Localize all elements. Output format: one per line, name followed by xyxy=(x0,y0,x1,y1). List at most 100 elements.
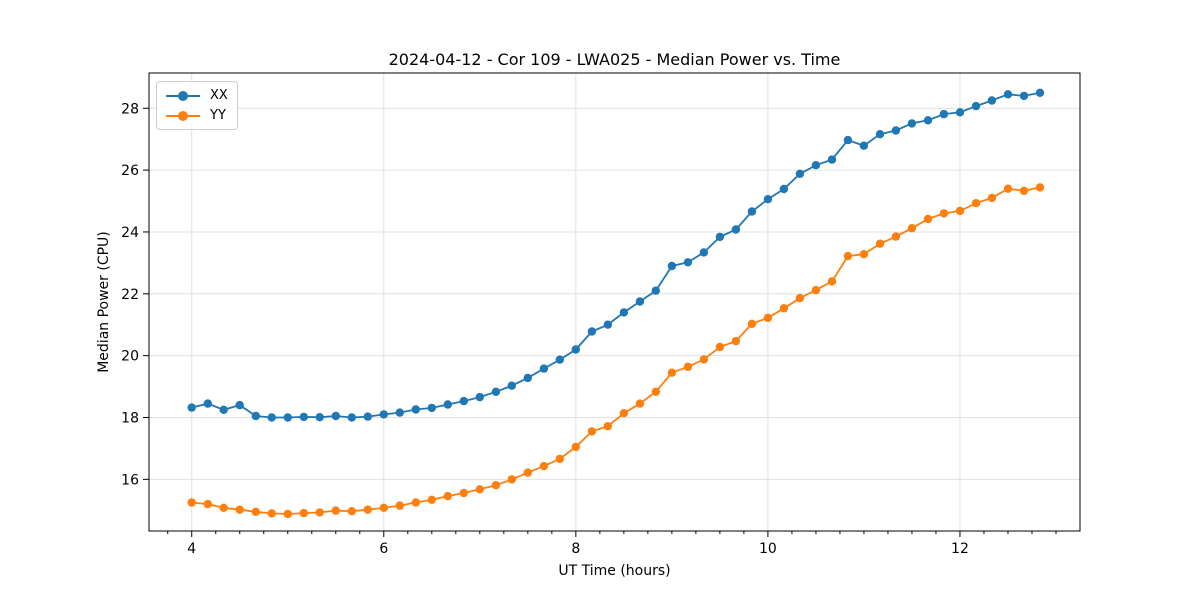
series-yy-marker xyxy=(955,206,965,216)
y-tick-label: 22 xyxy=(121,287,139,303)
series-yy-marker xyxy=(603,422,612,431)
series-xx-marker xyxy=(1019,91,1029,101)
series-xx-marker xyxy=(747,207,757,216)
x-tick-label: 12 xyxy=(951,541,969,557)
series-xx-marker xyxy=(731,225,741,234)
series-xx-marker xyxy=(315,413,324,422)
series-xx-marker xyxy=(779,184,789,194)
y-axis-label: Median Power (CPU) xyxy=(96,231,112,373)
plot-spines xyxy=(148,72,1081,532)
series-xx-marker xyxy=(283,413,292,422)
series-yy-marker xyxy=(459,488,468,498)
series-yy-marker xyxy=(1035,183,1045,192)
series-xx-marker xyxy=(395,408,404,417)
series-xx-marker xyxy=(235,400,244,410)
series-xx-marker xyxy=(587,327,597,336)
series-yy-marker xyxy=(219,503,228,512)
series-xx-marker xyxy=(379,410,388,419)
series-yy-marker xyxy=(283,509,292,519)
series-xx-marker xyxy=(699,248,709,257)
series-xx-marker xyxy=(539,364,549,373)
x-tick-label: 8 xyxy=(571,541,580,557)
series-xx-marker xyxy=(795,169,805,178)
x-axis-label: UT Time (hours) xyxy=(558,563,671,579)
series-yy-marker xyxy=(491,481,501,490)
series-yy-marker xyxy=(651,387,660,396)
series-yy-marker xyxy=(795,293,805,303)
series-xx-marker xyxy=(875,130,885,139)
series-xx-marker xyxy=(683,258,693,267)
series-yy-marker xyxy=(699,355,709,364)
series-xx-line xyxy=(191,91,1041,419)
series-xx-marker xyxy=(859,141,869,150)
series-xx-marker xyxy=(667,261,677,271)
y-tick-label: 18 xyxy=(121,411,139,427)
legend: XX YY xyxy=(156,81,238,130)
series-xx-marker xyxy=(347,413,356,422)
legend-label-yy: YY xyxy=(210,108,226,123)
legend-label-xx: XX xyxy=(210,88,228,103)
x-tick-label: 10 xyxy=(759,541,777,557)
series-yy-marker xyxy=(875,239,885,248)
series-xx-marker xyxy=(763,195,773,204)
series-yy-marker xyxy=(987,193,997,203)
y-tick-label: 16 xyxy=(121,472,139,488)
series-yy-marker xyxy=(731,336,741,346)
xx-line-marker-icon xyxy=(166,90,200,101)
legend-item-yy: YY xyxy=(164,106,228,125)
series-yy-marker xyxy=(667,368,677,377)
series-yy-marker xyxy=(747,319,757,328)
x-tick-label: 4 xyxy=(187,541,196,557)
series-xx-marker xyxy=(907,119,917,128)
series-xx-marker xyxy=(475,392,484,402)
series-yy-marker xyxy=(475,485,484,494)
series-yy-marker xyxy=(395,501,404,510)
series-yy-marker xyxy=(715,342,725,352)
series-xx-marker xyxy=(923,116,933,125)
series-yy-marker xyxy=(859,250,869,259)
series-yy-marker xyxy=(331,506,340,515)
series-yy-marker xyxy=(347,507,356,516)
series-xx-marker xyxy=(843,135,853,145)
series-xx-marker xyxy=(427,403,436,413)
series-xx-marker xyxy=(603,320,612,329)
series-yy-marker xyxy=(1019,186,1029,195)
series-yy-marker xyxy=(811,285,821,295)
x-tick-label: 6 xyxy=(379,541,388,557)
y-tick-label: 26 xyxy=(121,163,139,179)
series-yy-marker xyxy=(299,508,308,518)
series-yy-marker xyxy=(507,475,516,484)
series-yy-marker xyxy=(971,199,981,208)
series-xx-marker xyxy=(459,396,468,406)
series-yy-line xyxy=(191,186,1041,515)
series-xx-marker xyxy=(971,101,981,111)
series-yy-marker xyxy=(763,313,773,323)
series-yy-marker xyxy=(907,224,917,233)
series-yy-marker xyxy=(267,509,276,518)
series-xx-marker xyxy=(507,381,516,390)
series-xx-marker xyxy=(635,297,645,306)
series-yy-marker xyxy=(843,251,853,261)
series-yy-marker xyxy=(555,454,564,464)
series-yy-marker xyxy=(443,491,452,501)
series-xx-marker xyxy=(1003,90,1013,99)
series-yy-marker xyxy=(619,409,629,418)
y-tick-label: 20 xyxy=(121,349,139,365)
series-xx-marker xyxy=(267,413,276,422)
series-xx-marker xyxy=(715,232,725,242)
series-xx-marker xyxy=(619,308,629,317)
series-yy-marker xyxy=(379,503,388,512)
series-yy-marker xyxy=(587,427,597,436)
series-yy-marker xyxy=(235,505,244,514)
chart-title: 2024-04-12 - Cor 109 - LWA025 - Median P… xyxy=(388,50,841,69)
series-yy-marker xyxy=(203,499,212,509)
series-yy-marker xyxy=(1003,184,1013,193)
series-xx-marker xyxy=(523,373,532,383)
series-yy-marker xyxy=(779,304,789,313)
series-yy-marker xyxy=(363,505,372,514)
series-xx-marker xyxy=(491,387,501,396)
series-yy-marker xyxy=(923,214,933,224)
series-xx-marker xyxy=(299,412,308,422)
